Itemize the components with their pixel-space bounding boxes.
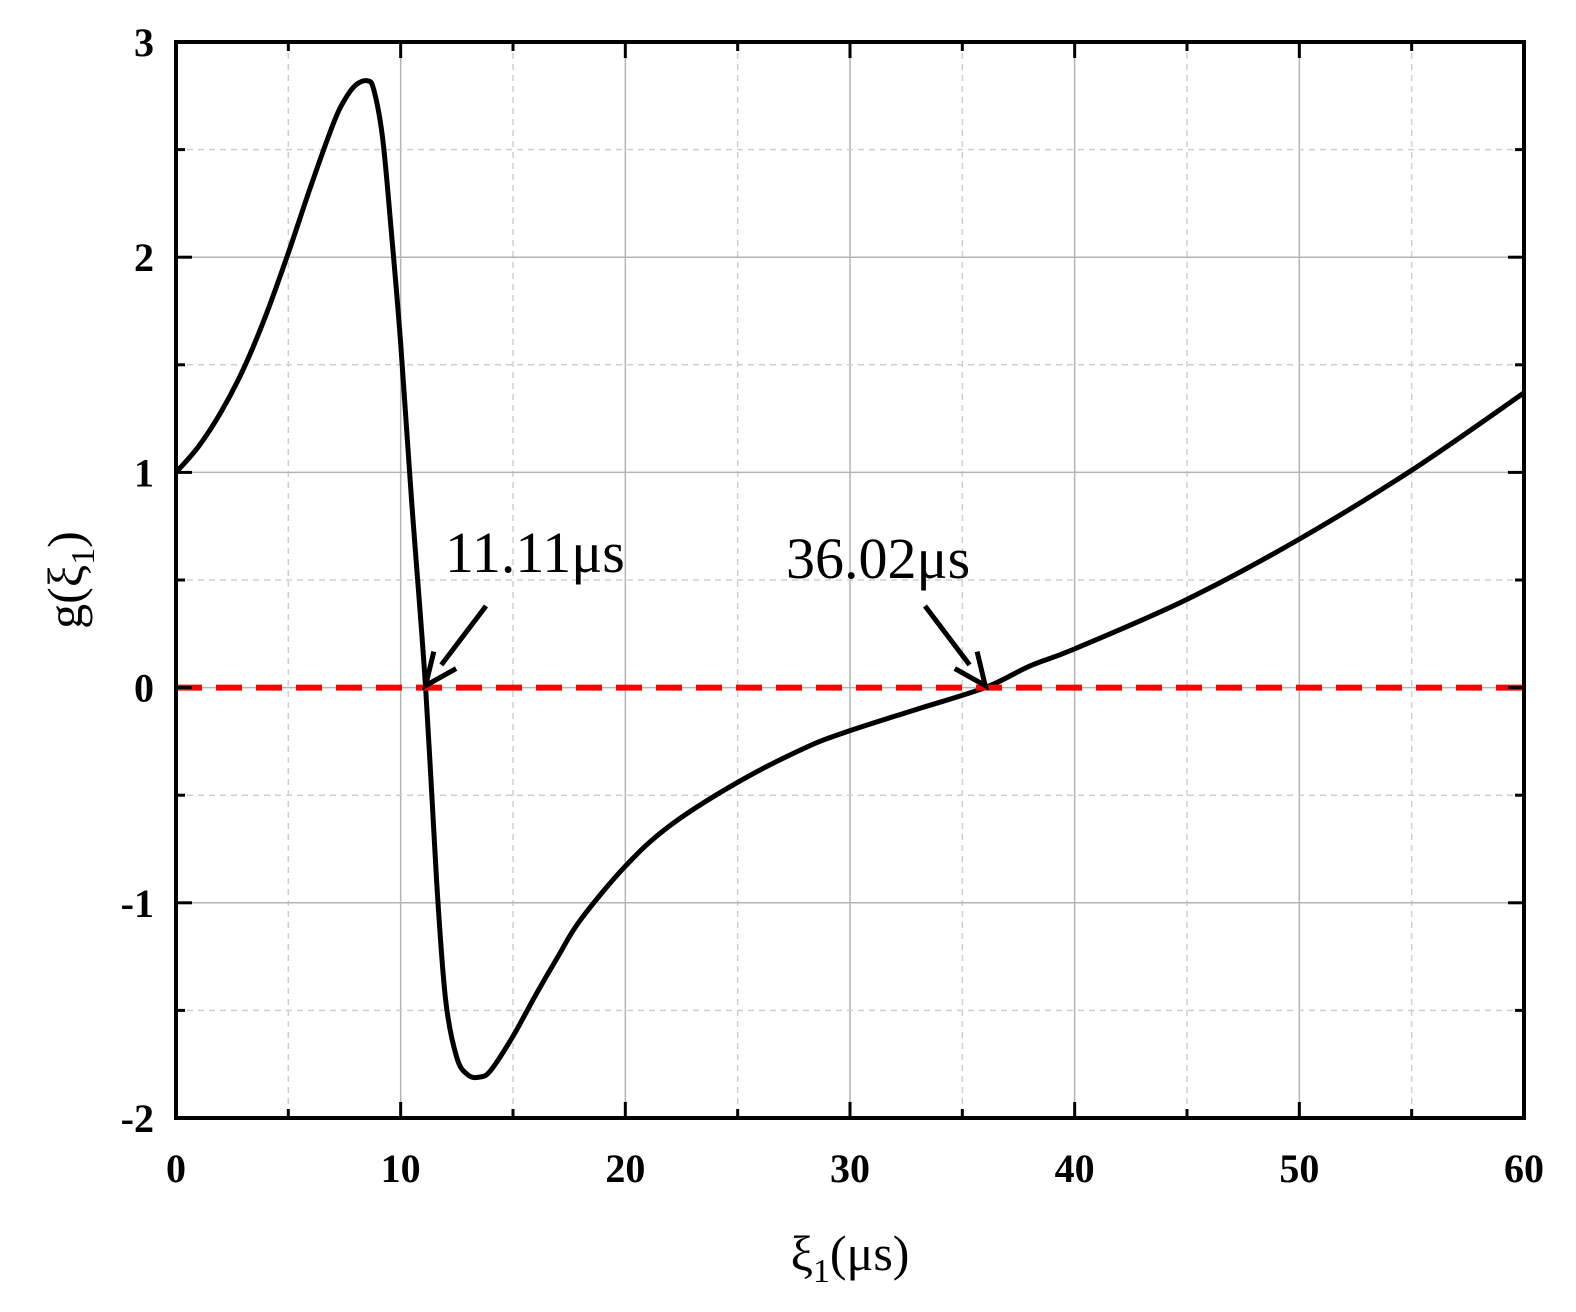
annotation-arrow-head — [953, 651, 990, 691]
y-tick-label: -2 — [121, 1096, 154, 1141]
axis-labels: ξ1(μs) g(ξ1) — [37, 531, 909, 1290]
y-tick-label: 2 — [134, 235, 154, 280]
annotations: 11.11μs 36.02μs — [421, 520, 990, 691]
x-tick-label: 50 — [1279, 1146, 1319, 1191]
annotation-arrow-shaft — [923, 604, 972, 667]
x-tick-label: 40 — [1055, 1146, 1095, 1191]
x-tick-label: 0 — [166, 1146, 186, 1191]
y-tick-label: -1 — [121, 881, 154, 926]
y-tick-label: 1 — [134, 450, 154, 495]
series-layer — [174, 78, 1526, 1081]
y-tick-label: 0 — [134, 666, 154, 711]
x-tick-label: 20 — [605, 1146, 645, 1191]
y-axis-label: g(ξ1) — [37, 531, 102, 629]
annotation-label: 11.11μs — [445, 520, 625, 585]
annotation-label: 36.02μs — [786, 526, 970, 591]
x-tick-label: 30 — [830, 1146, 870, 1191]
x-tick-label: 60 — [1504, 1146, 1544, 1191]
annotation-arrow-shaft — [439, 604, 488, 667]
g-curve-line — [174, 78, 1526, 1081]
y-tick-label: 3 — [134, 20, 154, 65]
x-tick-label: 10 — [381, 1146, 421, 1191]
annotation-arrow-head — [421, 651, 458, 691]
x-axis-label: ξ1(μs) — [791, 1225, 910, 1290]
